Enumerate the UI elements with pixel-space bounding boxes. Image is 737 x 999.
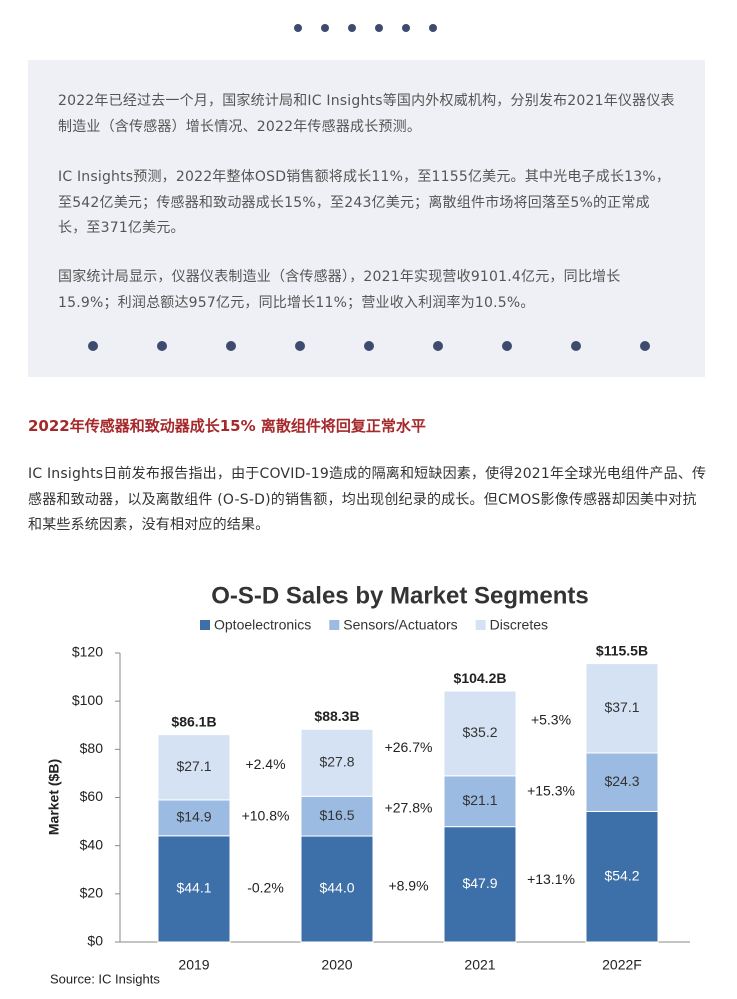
legend-label: Discretes <box>490 617 548 633</box>
chart-title: O-S-D Sales by Market Segments <box>211 582 588 609</box>
legend-label: Optoelectronics <box>214 617 311 633</box>
source: Source: IC Insights <box>50 971 160 986</box>
dot <box>88 341 98 351</box>
chart: O-S-D Sales by Market Segments Market ($… <box>46 582 690 986</box>
dot <box>294 24 302 32</box>
total-label: $88.3B <box>314 708 359 724</box>
growth-label: +26.7% <box>385 739 433 755</box>
x-tick-label: 2021 <box>464 957 495 973</box>
growth-label: -0.2% <box>247 880 284 896</box>
y-tick-label: $40 <box>80 836 104 852</box>
dot <box>502 341 512 351</box>
dot <box>571 341 581 351</box>
x-tick-label: 2019 <box>178 957 209 973</box>
value-label: $35.2 <box>462 724 497 740</box>
dot <box>433 341 443 351</box>
legend-swatch <box>200 620 210 630</box>
y-tick-label: $60 <box>80 788 104 804</box>
total-label: $115.5B <box>596 642 648 658</box>
bar-segment <box>585 663 659 754</box>
dot <box>402 24 410 32</box>
dot <box>321 24 329 32</box>
bar-segment <box>443 775 517 828</box>
bar-segment <box>300 728 374 797</box>
growth-label: +10.8% <box>242 808 290 824</box>
dot <box>364 341 374 351</box>
bar-segment <box>443 690 517 777</box>
y-tick-label: $120 <box>72 644 103 660</box>
y-axis-title: Market ($B) <box>46 759 62 835</box>
value-label: $16.5 <box>319 807 354 823</box>
y-tick-label: $0 <box>87 933 103 949</box>
section-paragraph: IC Insights日前发布报告指出，由于COVID-19造成的隔离和短缺因素… <box>28 466 707 533</box>
top-dots <box>294 24 437 32</box>
growth-label: +5.3% <box>531 712 571 728</box>
dot <box>429 24 437 32</box>
value-label: $37.1 <box>604 699 639 715</box>
value-label: $27.1 <box>176 758 211 774</box>
total-label: $86.1B <box>171 713 216 729</box>
dot <box>157 341 167 351</box>
bar-segment <box>157 799 231 837</box>
intro-paragraph: 国家统计局显示，仪器仪表制造业（含传感器），2021年实现营收9101.4亿元，… <box>58 269 621 311</box>
dot <box>640 341 650 351</box>
bar-segment <box>300 835 374 943</box>
value-label: $54.2 <box>604 867 639 883</box>
growth-label: +8.9% <box>388 877 428 893</box>
intro-box: 2022年已经过去一个月，国家统计局和IC Insights等国内外权威机构，分… <box>28 60 705 377</box>
bar-segment <box>157 734 231 801</box>
x-tick-label: 2020 <box>321 957 352 973</box>
growth-label: +2.4% <box>245 756 285 772</box>
dot <box>348 24 356 32</box>
value-label: $44.0 <box>319 880 354 896</box>
y-tick-label: $80 <box>80 740 104 756</box>
y-tick-label: $100 <box>72 692 103 708</box>
value-label: $14.9 <box>176 809 211 825</box>
total-label: $104.2B <box>454 670 507 686</box>
bar-segment <box>585 810 659 943</box>
bar-segment <box>157 835 231 943</box>
dot <box>226 341 236 351</box>
value-label: $24.3 <box>604 773 639 789</box>
legend-label: Sensors/Actuators <box>343 617 457 633</box>
growth-label: +13.1% <box>527 871 575 887</box>
growth-label: +27.8% <box>385 799 433 815</box>
legend-swatch <box>329 620 340 630</box>
intro-paragraph: IC Insights预测，2022年整体OSD销售额将成长11%，至1155亿… <box>58 169 671 236</box>
legend-swatch <box>475 620 486 630</box>
value-label: $21.1 <box>462 792 497 808</box>
dot <box>375 24 383 32</box>
value-label: $27.8 <box>319 754 354 770</box>
x-tick-label: 2022F <box>602 957 642 973</box>
y-tick-label: $20 <box>80 885 104 901</box>
value-label: $44.1 <box>176 880 211 896</box>
dot <box>295 341 305 351</box>
box-dots <box>88 341 650 351</box>
growth-label: +15.3% <box>527 782 575 798</box>
intro-paragraph: 2022年已经过去一个月，国家统计局和IC Insights等国内外权威机构，分… <box>58 93 675 135</box>
section-heading: 2022年传感器和致动器成长15% 离散组件将回复正常水平 <box>28 417 426 435</box>
value-label: $47.9 <box>462 875 497 891</box>
